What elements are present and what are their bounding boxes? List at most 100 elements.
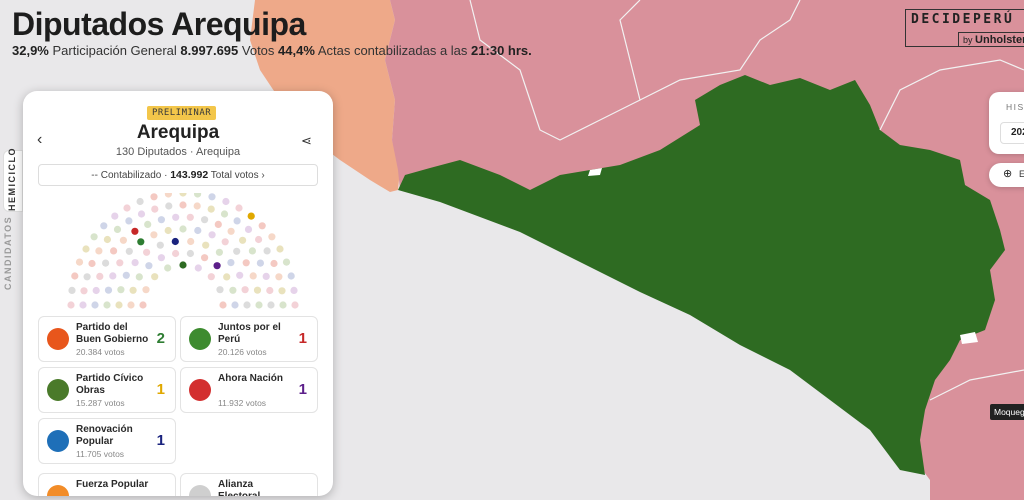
seat xyxy=(253,286,262,294)
counted-votes-button[interactable]: -- Contabilizado · 143.992 Total votos › xyxy=(38,164,318,186)
seat xyxy=(116,259,124,267)
page-title: Diputados Arequipa xyxy=(12,6,306,42)
brand-by: by Unholster xyxy=(958,32,1024,47)
results-panel: PRELIMINAR ‹ ⋖ Arequipa 130 Diputados · … xyxy=(23,91,333,496)
chevron-left-icon[interactable]: ‹ xyxy=(37,131,43,148)
seat xyxy=(157,254,165,262)
seat xyxy=(102,259,110,267)
party-logo-icon xyxy=(189,485,211,496)
seat xyxy=(151,273,159,281)
party-card[interactable]: Fuerza Popular xyxy=(38,473,176,496)
brand-company: Unholster xyxy=(975,34,1024,46)
seat xyxy=(291,301,299,309)
seat xyxy=(201,216,209,224)
map-tooltip: Moquegua xyxy=(990,404,1024,420)
seat xyxy=(150,231,158,239)
seat xyxy=(127,301,135,309)
seat xyxy=(157,216,165,224)
globe-icon: ⊕ xyxy=(1003,168,1013,180)
party-card[interactable]: Alianza Electoral xyxy=(180,473,318,496)
seat xyxy=(100,222,108,230)
seat xyxy=(255,301,263,309)
seat xyxy=(122,271,130,279)
counted-total: 143.992 xyxy=(170,169,209,181)
seat xyxy=(213,262,221,270)
brand-name: DECIDEPERÚ xyxy=(911,12,1015,27)
seat xyxy=(243,301,251,309)
seat xyxy=(80,287,88,295)
brand-logo[interactable]: DECIDEPERÚ by Unholster xyxy=(905,9,1024,47)
seat xyxy=(91,301,99,309)
seat xyxy=(110,247,118,255)
party-logo-icon xyxy=(47,379,69,401)
seat xyxy=(164,193,172,198)
seat xyxy=(186,213,194,221)
party-name: Juntos por el Perú xyxy=(218,322,281,345)
party-card[interactable]: Juntos por el Perú 20.126 votos 1 xyxy=(180,316,318,362)
seat xyxy=(233,217,241,225)
seat xyxy=(194,226,202,235)
seat xyxy=(67,301,75,309)
seat xyxy=(282,258,291,266)
seat xyxy=(258,222,266,230)
year-select[interactable]: 202 xyxy=(1000,122,1024,144)
party-card[interactable]: Partido Cívico Obras 15.287 votos 1 xyxy=(38,367,176,413)
historic-selector[interactable]: HIST 202 xyxy=(989,92,1024,154)
tab-hemiciclo[interactable]: HEMICICLO xyxy=(3,147,23,212)
party-card[interactable]: Partido del Buen Gobierno 20.384 votos 2 xyxy=(38,316,176,362)
share-icon[interactable]: ⋖ xyxy=(301,133,312,148)
actas-label: Actas contabilizadas a las xyxy=(317,43,468,58)
seat xyxy=(139,301,147,309)
party-card[interactable]: Ahora Nación 11.932 votos 1 xyxy=(180,367,318,413)
seat xyxy=(131,259,139,267)
seat xyxy=(150,193,158,201)
region-subtitle: 130 Diputados · Arequipa xyxy=(115,146,241,158)
seat xyxy=(256,259,264,267)
seat xyxy=(104,286,113,294)
seat xyxy=(75,258,84,266)
seat xyxy=(279,301,287,309)
seat xyxy=(88,259,96,268)
seat xyxy=(263,247,271,255)
seat xyxy=(171,237,179,246)
preliminar-badge: PRELIMINAR xyxy=(147,106,217,120)
seat xyxy=(219,301,227,309)
seat xyxy=(111,212,119,220)
party-votes: 11.932 votos xyxy=(218,398,267,408)
region-arequipa[interactable] xyxy=(398,75,1005,475)
party-votes: 20.384 votos xyxy=(76,347,125,357)
seat xyxy=(179,193,187,197)
language-button[interactable]: ⊕ E xyxy=(989,163,1024,187)
seat xyxy=(239,236,247,244)
party-card[interactable]: Renovación Popular 11.705 votos 1 xyxy=(38,418,176,464)
seat xyxy=(193,202,201,210)
tab-candidatos[interactable]: CANDIDATOS xyxy=(3,215,13,290)
seat xyxy=(164,264,172,272)
seat xyxy=(186,249,194,258)
party-logo-icon xyxy=(189,328,211,350)
seat xyxy=(249,272,257,280)
seat xyxy=(129,286,137,294)
seat xyxy=(202,241,210,249)
seat xyxy=(194,264,202,272)
seat xyxy=(82,245,90,253)
party-logo-icon xyxy=(189,379,211,401)
party-votes: 15.287 votos xyxy=(76,398,125,408)
party-name: Alianza Electoral xyxy=(218,479,260,496)
seat xyxy=(125,217,133,225)
seat xyxy=(164,226,172,235)
seat xyxy=(172,213,180,221)
seat xyxy=(216,286,224,294)
time-value: 21:30 hrs. xyxy=(471,43,532,58)
historic-label: HIST xyxy=(1006,102,1024,112)
seat xyxy=(276,245,284,253)
seat xyxy=(136,197,144,206)
seat xyxy=(268,233,276,241)
seat xyxy=(92,286,100,295)
seat xyxy=(83,273,91,281)
seat xyxy=(207,273,215,281)
seat xyxy=(137,210,146,218)
seat xyxy=(96,272,104,280)
seat xyxy=(242,259,250,267)
seat xyxy=(125,247,133,255)
